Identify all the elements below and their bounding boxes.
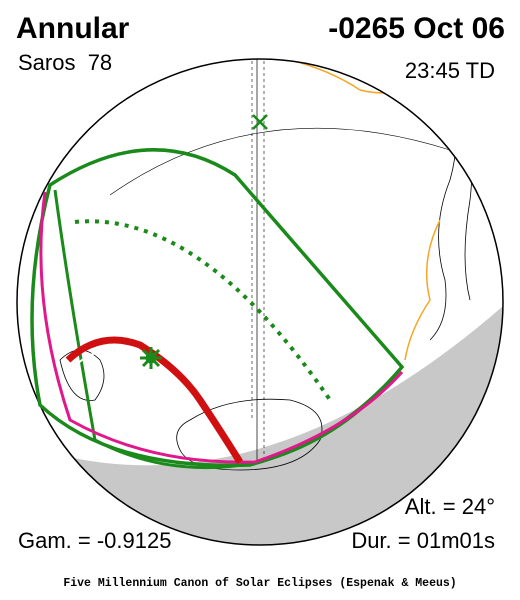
globe-outline — [16, 58, 504, 546]
max-eclipse-line — [74, 219, 332, 402]
eclipse-limit — [39, 191, 404, 464]
altitude: Alt. = 24° — [405, 494, 495, 519]
eclipse-type: Annular — [16, 12, 130, 45]
saros: Saros 78 — [18, 50, 112, 75]
penumbra-limit — [53, 189, 397, 470]
graticule — [109, 127, 451, 196]
credit: Five Millennium Canon of Solar Eclipses … — [63, 577, 456, 590]
duration: Dur. = 01m01s — [351, 528, 495, 553]
eclipse-date: -0265 Oct 06 — [328, 12, 505, 45]
central-path — [65, 336, 243, 464]
time: 23:45 TD — [405, 58, 495, 83]
central-path-inner — [71, 348, 136, 369]
greatest-eclipse — [140, 347, 162, 369]
sub-solar-point — [252, 114, 268, 130]
gamma: Gam. = -0.9125 — [18, 528, 171, 553]
